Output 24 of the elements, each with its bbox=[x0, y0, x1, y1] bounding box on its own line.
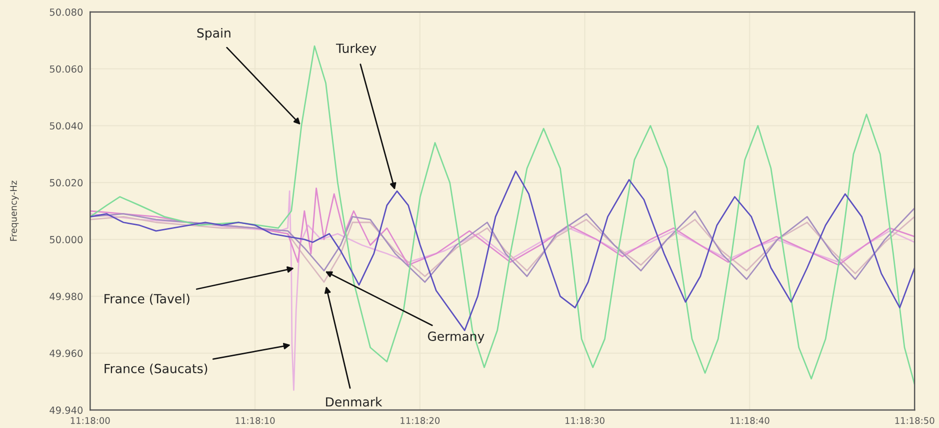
line-series bbox=[90, 190, 915, 391]
x-tick-label: 11:18:00 bbox=[70, 417, 110, 424]
y-tick-label: 49.980 bbox=[50, 292, 83, 300]
annotation: France (Saucats) bbox=[104, 364, 208, 375]
x-tick-label: 11:18:20 bbox=[400, 417, 440, 424]
y-tick-label: 50.000 bbox=[50, 236, 83, 244]
line-series bbox=[90, 188, 915, 266]
x-tick-label: 11:18:10 bbox=[236, 417, 275, 424]
line-series bbox=[90, 170, 915, 332]
annotation: Denmark bbox=[326, 396, 382, 407]
annotation: France (Tavel) bbox=[104, 294, 190, 305]
annotation: Spain bbox=[197, 28, 230, 40]
x-tick-label: 11:18:50 bbox=[895, 417, 934, 424]
y-tick-label: 50.080 bbox=[50, 8, 83, 16]
line-series bbox=[90, 45, 915, 386]
y-tick-label: 50.040 bbox=[50, 122, 83, 130]
x-tick-label: 11:18:30 bbox=[565, 417, 604, 424]
y-axis-title: Frequency-Hz bbox=[10, 180, 19, 241]
x-tick-label: 11:18:40 bbox=[730, 417, 770, 424]
y-tick-label: 50.020 bbox=[50, 179, 83, 186]
annotation: Turkey bbox=[336, 43, 376, 56]
y-tick-label: 49.940 bbox=[50, 406, 83, 414]
y-tick-label: 49.960 bbox=[50, 350, 83, 357]
y-tick-label: 50.060 bbox=[50, 65, 83, 73]
